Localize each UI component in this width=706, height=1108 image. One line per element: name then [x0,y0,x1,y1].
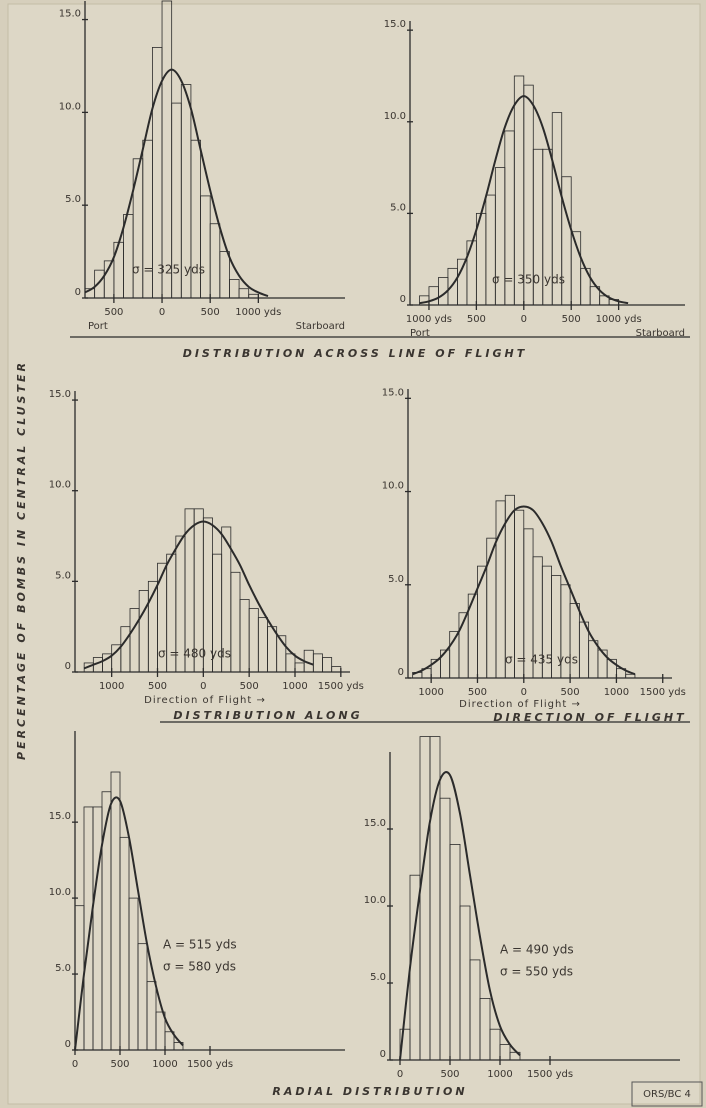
y-tick-label: 5.0 [55,570,71,581]
y-tick-label: 10.0 [384,111,406,122]
fitted-curve [412,505,636,676]
annotation: σ = 350 yds [492,273,565,287]
y-tick-label: 15.0 [364,818,386,829]
x-tick-label: 1000 [604,687,629,698]
x-tick-label: 0 [200,681,206,692]
x-label: Port [410,328,430,339]
x-tick-label: 0 [521,687,527,698]
y-tick-label: 10.0 [59,101,81,112]
y-tick-label: 0 [400,294,406,305]
fitted-curve [74,796,184,1051]
x-tick-label: 1500 yds [640,687,686,698]
x-tick-label: 1000 [282,681,307,692]
x-tick-label: 0 [159,307,165,318]
x-label: Direction of Flight → [144,695,266,706]
histogram-bar [164,1031,175,1051]
histogram-bar [322,657,333,673]
annotation: σ = 550 yds [500,965,573,979]
x-label: Port [88,321,108,332]
fitted-curve [399,771,521,1061]
x-tick-label: 500 [562,314,581,325]
x-tick-label: 1000 yds [596,314,642,325]
paper-sheet [7,3,701,1105]
heading: DIRECTION OF FLIGHT [493,711,686,724]
x-tick-label: 500 [104,307,123,318]
x-tick-label: 1000 [418,687,443,698]
y-tick-label: 0 [65,661,71,672]
x-tick-label: 0 [397,1069,403,1080]
fitted-curve [84,68,269,298]
x-tick-label: 1500 yds [187,1059,233,1070]
y-tick-label: 10.0 [364,895,386,906]
annotation: σ = 435 yds [505,653,578,667]
annotation: A = 515 yds [163,938,237,952]
x-tick-label: 1000 [487,1069,512,1080]
y-tick-label: 5.0 [370,972,386,983]
y-tick-label: 5.0 [55,963,71,974]
y-tick-label: 5.0 [390,202,406,213]
histogram-bar [238,288,250,299]
x-tick-label: 500 [561,687,580,698]
y-tick-label: 15.0 [59,9,81,20]
annotation: σ = 580 yds [163,960,236,974]
stamp-box [631,1081,703,1107]
y-tick-label: 15.0 [49,811,71,822]
x-tick-label: 500 [467,314,486,325]
fitted-curve [83,520,314,670]
x-label: Starboard [296,321,345,332]
y-tick-label: 5.0 [388,574,404,585]
heading: RADIAL DISTRIBUTION [272,1085,467,1098]
heading: DISTRIBUTION ALONG [173,709,362,722]
annotation: A = 490 yds [500,943,574,957]
y-tick-label: 10.0 [49,887,71,898]
histogram-bar [219,251,230,299]
y-tick-label: 10.0 [49,480,71,491]
heading: DISTRIBUTION ACROSS LINE OF FLIGHT [183,347,528,360]
y-tick-label: 0 [75,287,81,298]
x-tick-label: 1000 [152,1059,177,1070]
x-tick-label: 1000 [99,681,124,692]
y-tick-label: 0 [398,667,404,678]
fitted-curve [419,95,629,305]
y-axis-title: PERCENTAGE OF BOMBS IN CENTRAL CLUSTER [15,360,28,760]
x-tick-label: 500 [201,307,220,318]
x-tick-label: 0 [72,1059,78,1070]
y-tick-label: 10.0 [382,481,404,492]
y-tick-label: 0 [65,1039,71,1050]
stamp: ORS/BC 4 [643,1089,691,1100]
histogram-bar [155,1011,166,1051]
x-label: Direction of Flight → [459,699,581,710]
y-tick-label: 0 [380,1049,386,1060]
histogram-bar [248,293,259,299]
y-tick-label: 15.0 [384,19,406,30]
annotation: σ = 480 yds [158,647,231,661]
x-tick-label: 500 [440,1069,459,1080]
x-label: Starboard [636,328,685,339]
x-tick-label: 1000 yds [235,307,281,318]
x-tick-label: 1000 yds [406,314,452,325]
y-tick-label: 15.0 [382,387,404,398]
annotation: σ = 325 yds [132,263,205,277]
x-tick-label: 1500 yds [318,681,364,692]
y-tick-label: 15.0 [49,389,71,400]
histogram-bar [331,666,342,673]
x-tick-label: 500 [468,687,487,698]
x-tick-label: 500 [148,681,167,692]
x-tick-label: 500 [240,681,259,692]
y-tick-label: 5.0 [65,194,81,205]
x-tick-label: 500 [110,1059,129,1070]
histogram-bar [509,1051,521,1061]
histogram-bar [173,1042,184,1051]
x-tick-label: 0 [521,314,527,325]
x-tick-label: 1500 yds [527,1069,573,1080]
histogram-bar [625,673,636,679]
